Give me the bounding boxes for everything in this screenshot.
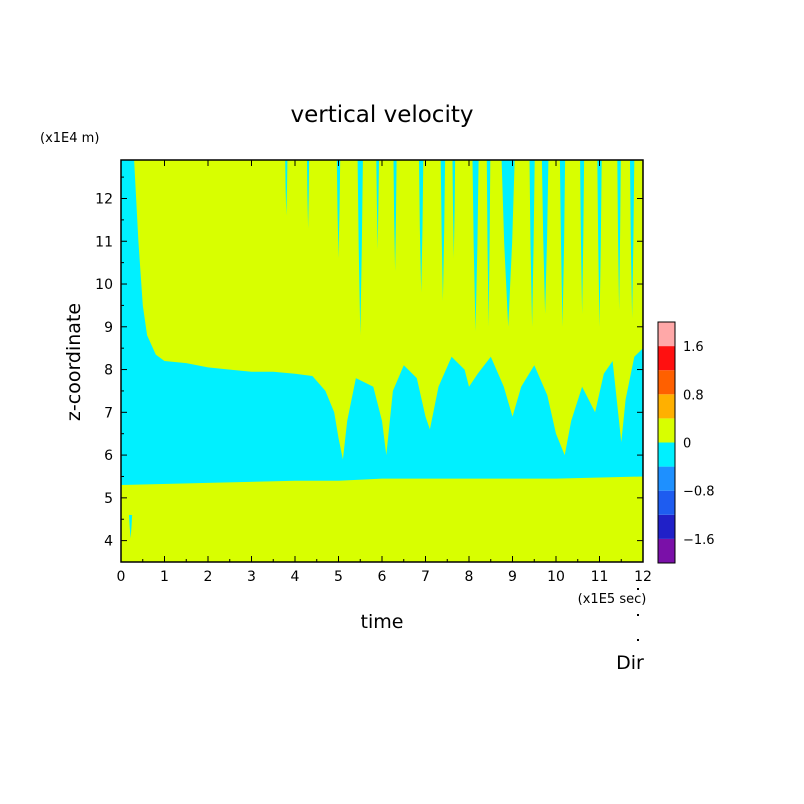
x-tick-label: 5	[334, 569, 343, 585]
negative-region	[121, 160, 643, 485]
negative-streak	[472, 160, 479, 332]
colorbar: 1.6 0.8 0 −0.8 −1.6	[657, 321, 715, 564]
plot-area	[121, 160, 643, 562]
negative-streak	[357, 160, 363, 336]
x-tick-label: 0	[117, 569, 126, 585]
negative-streak	[559, 160, 566, 327]
y-tick-label: 6	[104, 448, 113, 464]
colorbar-swatch	[658, 322, 675, 347]
negative-streak	[597, 160, 602, 327]
x-tick-label: 8	[465, 569, 474, 585]
colorbar-label: 0	[683, 437, 691, 452]
colorbar-label: 1.6	[683, 340, 704, 355]
colorbar-swatch	[658, 538, 675, 563]
x-tick-label: 10	[547, 569, 565, 585]
negative-streak	[529, 160, 535, 327]
negative-streak	[307, 160, 310, 229]
colorbar-frame	[657, 321, 676, 564]
y-tick-label: 10	[95, 277, 113, 293]
negative-streak	[419, 160, 424, 293]
y-unit-label: (x1E4 m)	[40, 131, 99, 146]
colorbar-swatch	[658, 442, 675, 467]
colorbar-swatch	[658, 466, 675, 491]
y-tick-label: 8	[104, 363, 113, 379]
colorbar-swatch	[658, 418, 675, 443]
negative-streak	[617, 160, 621, 310]
x-tick-label: 9	[508, 569, 517, 585]
x-axis-ticks: 0 1 2 3 4 5 6 7 8 9 10 11 12	[117, 160, 652, 585]
colorbar-swatch	[658, 514, 675, 539]
negative-streak	[393, 160, 397, 272]
x-tick-label: 6	[378, 569, 387, 585]
y-tick-label: 7	[104, 405, 113, 421]
negative-streak	[440, 160, 446, 302]
y-tick-label: 12	[95, 191, 113, 207]
x-tick-label: 11	[591, 569, 609, 585]
y-axis-label: z-coordinate	[63, 303, 85, 421]
negative-streak	[376, 160, 379, 250]
negative-streak	[486, 160, 491, 327]
negative-streak	[129, 515, 133, 539]
colorbar-label: −1.6	[683, 533, 715, 548]
negative-streak	[630, 160, 635, 319]
x-tick-label: 1	[160, 569, 169, 585]
colorbar-swatch	[658, 346, 675, 371]
positive-region	[121, 160, 643, 562]
negative-streak	[336, 160, 341, 259]
negative-streak	[452, 160, 456, 259]
y-tick-label: 5	[104, 491, 113, 507]
y-tick-label: 11	[95, 234, 113, 250]
dir-label: Dir	[616, 652, 644, 674]
x-unit-label: (x1E5 sec)	[578, 592, 647, 607]
colorbar-swatch	[658, 490, 675, 515]
x-tick-label: 12	[634, 569, 652, 585]
colorbar-label: 0.8	[683, 388, 704, 403]
negative-streak	[580, 160, 585, 314]
x-axis-label: time	[361, 611, 404, 633]
negative-streaks	[129, 160, 635, 539]
x-tick-label: 3	[247, 569, 256, 585]
x-tick-label: 7	[421, 569, 430, 585]
y-tick-label: 9	[104, 320, 113, 336]
negative-streak	[285, 160, 288, 216]
dir-marks	[637, 588, 639, 641]
y-axis-ticks: 4 5 6 7 8 9 10 11 12	[95, 176, 643, 550]
chart-title: vertical velocity	[291, 102, 474, 128]
negative-streak	[541, 160, 549, 314]
y-tick-label: 4	[104, 534, 113, 550]
x-tick-label: 4	[291, 569, 300, 585]
colorbar-swatch	[658, 394, 675, 419]
colorbar-swatch	[658, 370, 675, 395]
colorbar-label: −0.8	[683, 485, 715, 500]
negative-streak	[501, 160, 515, 327]
x-tick-label: 2	[204, 569, 213, 585]
